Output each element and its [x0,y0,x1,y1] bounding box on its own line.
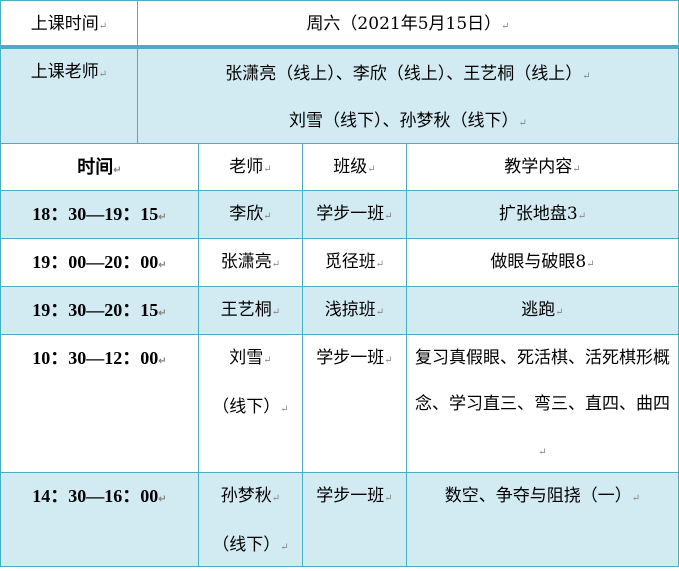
teacher-text: 刘雪 [199,335,302,384]
table-cell-teacher: 孙梦秋（线下） [198,472,303,567]
table-cell-class: 浅掠班 [302,286,407,335]
table-cell-content: 复习真假眼、死活棋、活死棋形概念、学习直三、弯三、直四、曲四 [406,334,679,473]
table-cell-time: 10：30—12：00 [0,334,199,473]
time-value-cell: 周六（2021年5月15日） [137,0,679,49]
teacher-text: 张潇亮 [199,239,302,288]
time-text: 14：30—16：00 [1,473,198,523]
table-cell-teacher: 刘雪（线下） [198,334,303,473]
table-cell-class: 学步一班 [302,334,407,473]
table-cell-teacher: 王艺桐 [198,286,303,335]
column-header-time: 时间 [0,143,199,191]
class-text: 觅径班 [303,239,406,288]
table-cell-time: 14：30—16：00 [0,472,199,567]
class-text: 学步一班 [303,473,406,522]
table-cell-class: 学步一班 [302,190,407,239]
teacher-text: 李欣 [199,191,302,240]
content-text: 做眼与破眼8 [407,239,678,288]
teachers-line: 刘雪（线下）、孙梦秋（线下） [138,98,678,147]
table-cell-content: 扩张地盘3 [406,190,679,239]
class-text: 学步一班 [303,335,406,384]
table-cell-class: 学步一班 [302,472,407,567]
time-text: 19：30—20：15 [1,287,198,337]
table-cell-content: 逃跑 [406,286,679,335]
content-text: 数空、争夺与阻挠（一） [407,473,678,522]
table-cell-time: 19：30—20：15 [0,286,199,335]
class-text: 浅掠班 [303,287,406,336]
table-cell-content: 做眼与破眼8 [406,238,679,287]
teacher-label-cell: 上课老师 [0,48,138,144]
teachers-cell: 张潇亮（线上）、李欣（线上）、王艺桐（线上）刘雪（线下）、孙梦秋（线下） [137,48,679,144]
header-text: 教学内容 [504,157,580,177]
header-text: 老师 [229,157,271,177]
time-label: 上课时间 [31,14,107,34]
column-header-content: 教学内容 [406,143,679,191]
time-text: 10：30—12：00 [1,335,198,385]
header-text: 时间 [77,157,121,177]
teacher-text: 王艺桐 [199,287,302,336]
table-cell-time: 18：30—19：15 [0,190,199,239]
teachers-line: 张潇亮（线上）、李欣（线上）、王艺桐（线上） [138,51,678,100]
class-text: 学步一班 [303,191,406,240]
time-value: 周六（2021年5月15日） [306,14,509,34]
teacher-label: 上课老师 [31,62,107,82]
table-cell-class: 觅径班 [302,238,407,287]
table-cell-teacher: 李欣 [198,190,303,239]
teacher-mode-text: （线下） [199,384,302,433]
content-text: 扩张地盘3 [407,191,678,240]
content-text: 复习真假眼、死活棋、活死棋形概念、学习直三、弯三、直四、曲四 [413,335,672,476]
column-header-class: 班级 [302,143,407,191]
content-text: 逃跑 [407,287,678,336]
time-text: 19：00—20：00 [1,239,198,289]
table-cell-teacher: 张潇亮 [198,238,303,287]
column-header-teacher: 老师 [198,143,303,191]
table-cell-content: 数空、争夺与阻挠（一） [406,472,679,567]
teacher-mode-text: （线下） [199,522,302,571]
table-cell-time: 19：00—20：00 [0,238,199,287]
teacher-text: 孙梦秋 [199,473,302,522]
time-label-cell: 上课时间 [0,0,138,49]
header-text: 班级 [333,157,375,177]
time-text: 18：30—19：15 [1,191,198,241]
